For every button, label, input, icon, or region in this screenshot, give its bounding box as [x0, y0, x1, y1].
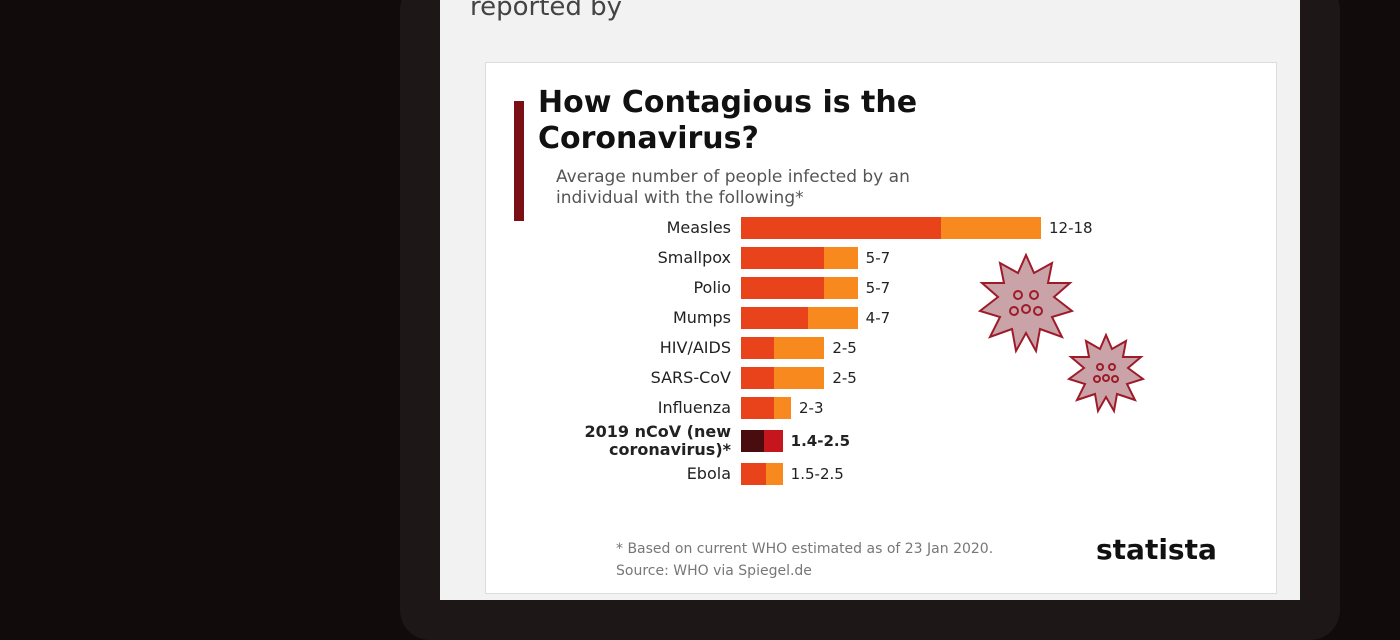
bar-range — [774, 367, 825, 389]
category-label: Ebola — [686, 464, 731, 483]
header: reported by — [470, 0, 623, 22]
value-label: 4-7 — [865, 309, 891, 327]
category-label: HIV/AIDS — [659, 338, 731, 357]
bar-row: Measles 12-18 — [486, 213, 1276, 243]
value-label: 1.5-2.5 — [790, 465, 844, 483]
bar-row: Ebola 1.5-2.5 — [486, 459, 1276, 489]
value-label: 2-5 — [832, 339, 857, 357]
bar-low — [741, 430, 765, 452]
bars: Measles 12-18 Smallpox 5-7 Polio 5-7 Mumps 4-7 H… — [486, 213, 1276, 489]
bar-track — [741, 367, 1041, 389]
bar-row: Mumps 4-7 — [486, 303, 1276, 333]
bar-range — [774, 397, 791, 419]
bar-row: HIV/AIDS 2-5 — [486, 333, 1276, 363]
bar-track — [741, 337, 1041, 359]
bar-range — [824, 277, 858, 299]
bar-row: 2019 nCoV (new coronavirus)* 1.4-2.5 — [486, 423, 1276, 459]
bar-low — [741, 367, 775, 389]
bar-low — [741, 277, 825, 299]
bar-track — [741, 397, 1041, 419]
value-label: 2-3 — [799, 399, 824, 417]
bar-low — [741, 307, 808, 329]
page: reported by How Contagious is the Corona… — [400, 0, 1340, 640]
source: Source: WHO via Spiegel.de — [616, 563, 812, 579]
category-label: 2019 nCoV (new coronavirus)* — [584, 422, 731, 459]
bar-track — [741, 307, 1041, 329]
bar-range — [764, 430, 783, 452]
value-label: 5-7 — [865, 249, 891, 267]
category-label: Smallpox — [657, 248, 731, 267]
accent-bar — [514, 101, 524, 221]
bar-low — [741, 397, 775, 419]
value-label: 1.4-2.5 — [790, 432, 851, 450]
bar-range — [807, 307, 858, 329]
category-label: Measles — [666, 218, 731, 237]
value-label: 2-5 — [832, 369, 857, 387]
bar-track — [741, 277, 1041, 299]
bar-row: Smallpox 5-7 — [486, 243, 1276, 273]
bar-row: SARS-CoV 2-5 — [486, 363, 1276, 393]
chart-subtitle: Average number of people infected by an … — [556, 167, 910, 208]
bar-row: Polio 5-7 — [486, 273, 1276, 303]
value-label: 12-18 — [1049, 219, 1093, 237]
bar-low — [741, 217, 941, 239]
bar-range — [774, 337, 825, 359]
brand: statista — [1096, 533, 1217, 566]
footnote: * Based on current WHO estimated as of 2… — [616, 541, 994, 557]
virus-icons — [977, 252, 1146, 414]
bar-row: Influenza 2-3 — [486, 393, 1276, 423]
bar-range — [824, 247, 858, 269]
bar-track — [741, 217, 1041, 239]
value-label: 5-7 — [865, 279, 891, 297]
category-label: Mumps — [672, 308, 731, 327]
bar-range — [941, 217, 1041, 239]
bar-track — [741, 463, 1041, 485]
bar-track — [741, 430, 1041, 452]
bar-low — [741, 463, 766, 485]
category-label: SARS-CoV — [650, 368, 731, 387]
bar-track — [741, 247, 1041, 269]
bar-range — [766, 463, 783, 485]
category-label: Influenza — [657, 398, 731, 417]
category-label: Polio — [693, 278, 731, 297]
bar-low — [741, 337, 775, 359]
chart-card: How Contagious is the Coronavirus? Avera… — [485, 62, 1277, 594]
bar-low — [741, 247, 825, 269]
chart-title: How Contagious is the Coronavirus? — [538, 85, 918, 156]
